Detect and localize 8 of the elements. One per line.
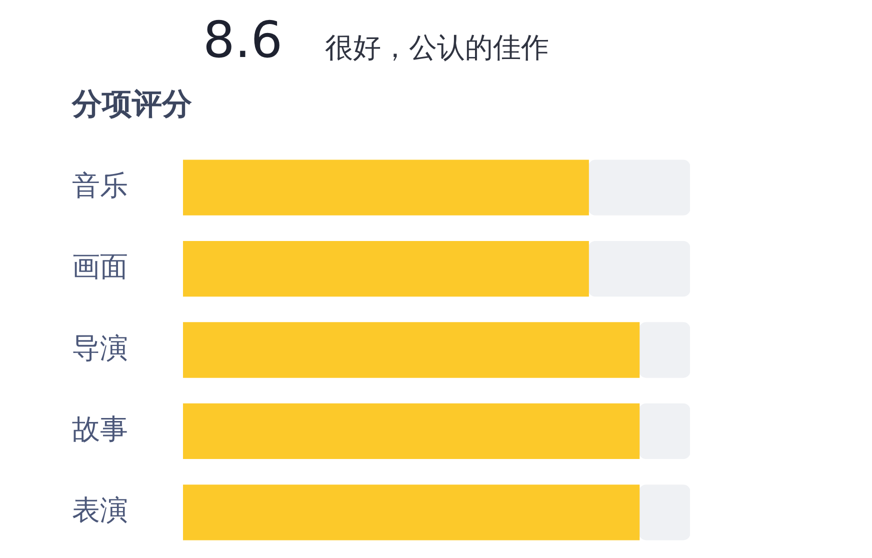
- y-tick-label: 导演: [72, 331, 128, 364]
- y-tick-label: 画面: [72, 250, 128, 284]
- y-tick-label: 表演: [72, 494, 128, 527]
- text: 8.6: [203, 11, 283, 70]
- chart-title: 分项评分: [72, 87, 192, 122]
- y-tick-label: 故事: [72, 412, 128, 446]
- y-tick-label: 音乐: [72, 168, 128, 202]
- text: 很好，公认的佳作: [325, 31, 549, 64]
